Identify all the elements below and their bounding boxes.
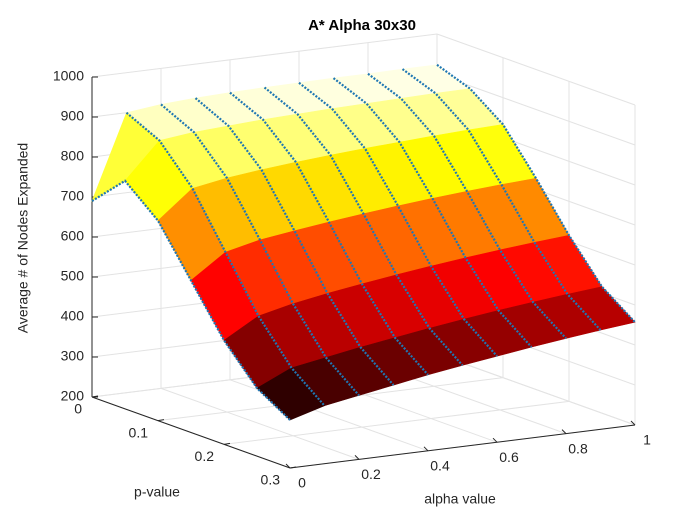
data-trace <box>91 179 291 421</box>
z-tick-label: 1000 <box>53 68 84 84</box>
axis-line <box>289 424 636 469</box>
x-axis-label: alpha value <box>424 491 496 507</box>
data-trace <box>160 103 360 397</box>
data-trace <box>229 91 429 376</box>
x-tick <box>630 420 636 426</box>
x-tick <box>285 463 291 469</box>
z-tick-label: 500 <box>61 268 85 284</box>
data-trace <box>194 97 395 386</box>
y-tick <box>223 442 231 445</box>
z-tick-label: 600 <box>61 228 85 244</box>
y-axis-label: p-value <box>134 484 180 500</box>
z-axis-label: Average # of Nodes Expanded <box>15 143 31 333</box>
z-tick-label: 200 <box>61 388 85 404</box>
data-trace <box>298 81 498 357</box>
grid-line <box>436 353 636 426</box>
z-tick-label: 400 <box>61 308 85 324</box>
data-trace <box>263 86 464 367</box>
y-tick-label: 0.1 <box>129 424 149 440</box>
z-tick-label: 800 <box>61 148 85 164</box>
y-tick-label: 0.3 <box>261 472 281 488</box>
grid-line <box>436 33 636 106</box>
grid-line <box>91 33 438 78</box>
data-trace <box>367 72 567 340</box>
y-tick-label: 0.2 <box>195 448 215 464</box>
y-tick-label: 0 <box>74 401 82 417</box>
x-tick-label: 0.2 <box>361 466 381 482</box>
data-trace <box>401 68 602 331</box>
x-tick <box>354 455 360 460</box>
x-tick-label: 0.8 <box>568 440 588 456</box>
y-tick <box>157 419 165 422</box>
x-tick <box>423 446 429 452</box>
grid-line <box>160 387 360 460</box>
z-tick-label: 700 <box>61 188 85 204</box>
axis-line <box>91 396 291 469</box>
x-tick-label: 0.6 <box>499 449 519 465</box>
y-tick <box>289 466 297 469</box>
data-trace <box>332 77 533 348</box>
data-trace <box>125 111 326 407</box>
z-tick-label: 300 <box>61 348 85 364</box>
grid-line <box>436 73 636 146</box>
chart-title: A* Alpha 30x30 <box>308 17 416 34</box>
x-tick <box>561 429 567 434</box>
x-tick <box>492 437 498 443</box>
z-tick-label: 900 <box>61 108 85 124</box>
x-tick-label: 1 <box>643 432 651 448</box>
grid-line <box>223 400 570 445</box>
x-tick-label: 0 <box>298 475 306 491</box>
x-tick-label: 0.4 <box>430 458 450 474</box>
y-tick <box>91 395 99 398</box>
